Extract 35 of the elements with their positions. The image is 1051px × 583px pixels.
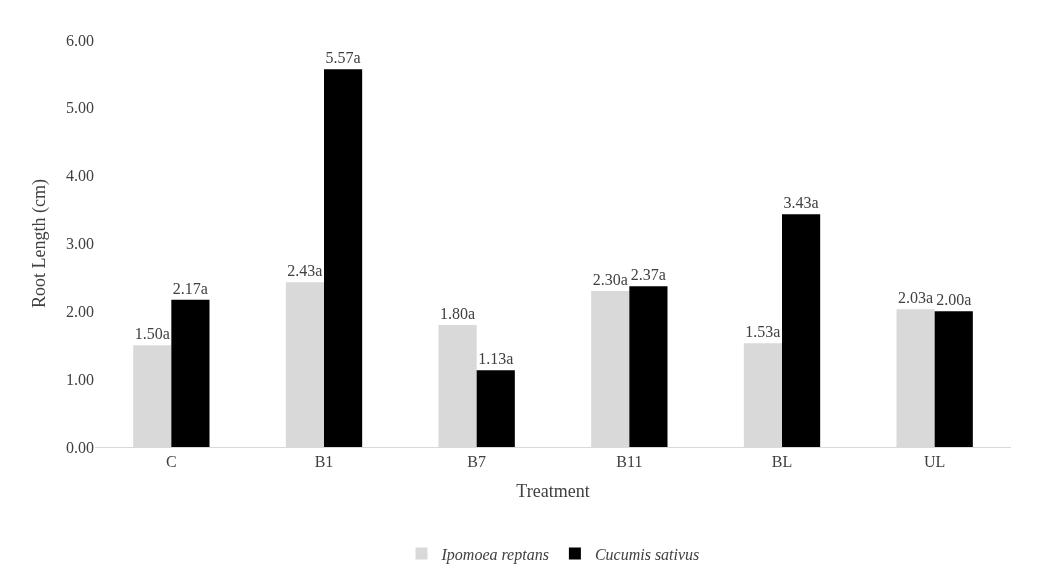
y-tick-label: 2.00	[66, 302, 94, 320]
data-label: 5.57a	[325, 49, 361, 67]
legend-label: Cucumis sativus	[594, 545, 700, 563]
x-axis-title: Treatment	[516, 481, 590, 502]
bar	[629, 286, 668, 447]
y-tick-label: 6.00	[66, 31, 94, 49]
bar	[934, 311, 973, 447]
x-tick-label: B7	[467, 453, 487, 471]
y-tick-label: 3.00	[66, 235, 94, 253]
data-label: 3.43a	[783, 194, 819, 212]
legend-label: Ipomoea reptans	[440, 545, 549, 564]
data-label: 1.13a	[478, 350, 514, 368]
y-tick-label: 4.00	[66, 167, 94, 185]
data-label: 1.80a	[440, 304, 476, 322]
y-tick-label: 5.00	[66, 99, 94, 117]
data-label: 2.00a	[936, 291, 972, 309]
bar	[782, 214, 821, 447]
x-tick-label: C	[165, 453, 177, 471]
x-tick-label: UL	[924, 453, 946, 471]
data-label: 2.43a	[287, 262, 323, 280]
data-label: 2.03a	[898, 289, 934, 307]
data-label: 2.17a	[172, 279, 208, 297]
bar	[476, 370, 515, 447]
x-tick-label: BL	[771, 453, 793, 471]
data-label: 2.30a	[592, 270, 628, 288]
data-label: 1.50a	[134, 325, 170, 343]
y-tick-label: 0.00	[66, 438, 94, 456]
bar	[324, 69, 363, 447]
y-axis-title: Root Length (cm)	[29, 179, 51, 308]
bar	[171, 299, 210, 447]
data-label: 2.37a	[630, 266, 666, 284]
data-label: 1.53a	[745, 323, 781, 341]
y-tick-label: 1.00	[66, 370, 94, 388]
x-tick-label: B1	[314, 453, 334, 471]
x-tick-label: B11	[616, 453, 643, 471]
